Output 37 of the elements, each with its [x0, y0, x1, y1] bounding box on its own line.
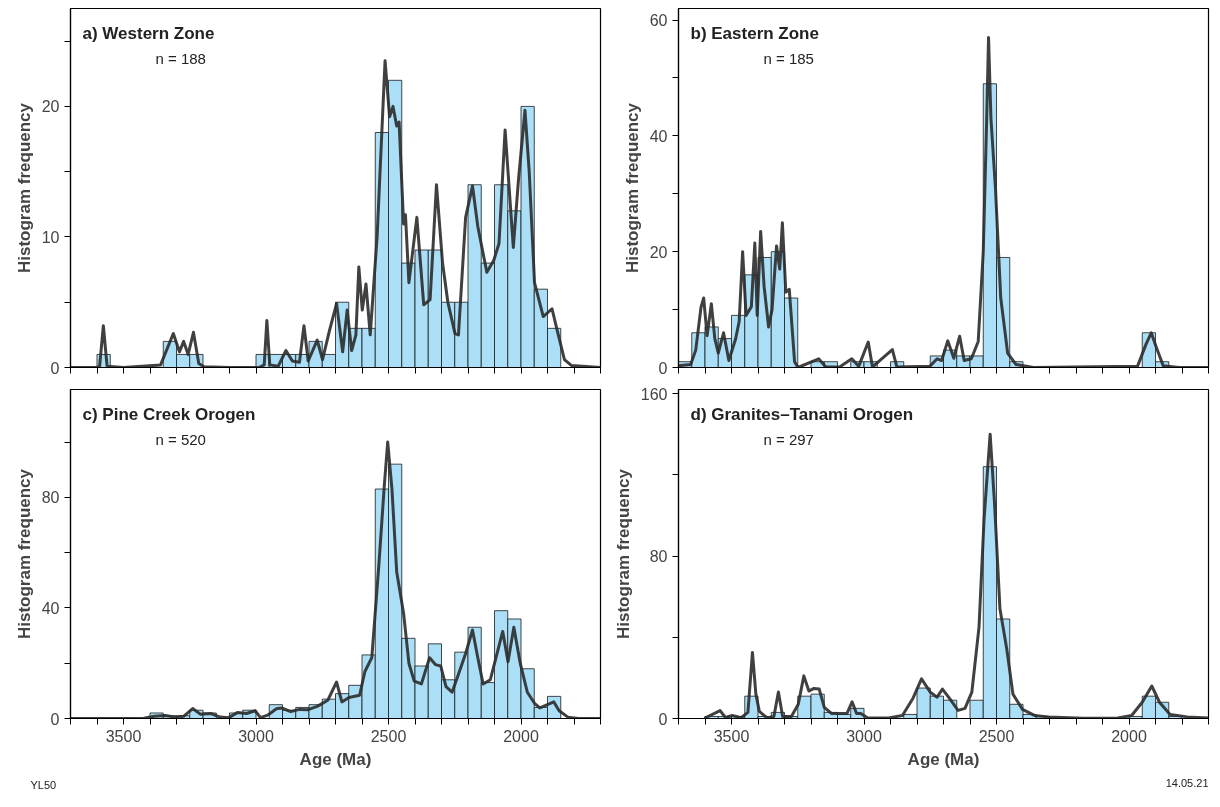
text: n = 520 [155, 430, 206, 448]
y-tick-label: 0 [50, 359, 60, 377]
y-tick-label: 0 [658, 359, 668, 377]
x-tick-label: 2500 [370, 727, 407, 745]
y-tick-label: 20 [41, 98, 60, 116]
text: YL50 [30, 778, 57, 791]
x-tick-label: 3000 [846, 727, 882, 745]
text: n = 188 [155, 49, 206, 67]
y-tick-label: 160 [640, 385, 668, 403]
x-tick-label: 3000 [238, 727, 274, 745]
x-tick-label: 3500 [105, 727, 142, 745]
y-tick-label: 0 [658, 710, 668, 728]
text: b) Eastern Zone [690, 23, 819, 43]
text: n = 185 [763, 49, 814, 67]
x-axis-title: Age (Ma) [907, 749, 980, 769]
x-tick-label: 3500 [713, 727, 750, 745]
y-tick-label: 10 [41, 228, 60, 246]
y-tick-label: 40 [649, 127, 668, 145]
y-tick-label: 60 [649, 12, 668, 30]
text: n = 297 [763, 430, 814, 448]
y-tick-label: 80 [649, 548, 668, 566]
text: d) Granites–Tanami Orogen [690, 404, 914, 424]
y-axis-title: Histogram frequency [14, 468, 34, 640]
text: c) Pine Creek Orogen [82, 404, 256, 424]
y-tick-label: 40 [41, 599, 60, 617]
y-tick-label: 20 [649, 243, 668, 261]
text: a) Western Zone [82, 23, 215, 43]
x-tick-label: 2000 [503, 727, 539, 745]
text: 14.05.21 [1165, 776, 1209, 789]
y-tick-label: 0 [50, 710, 60, 728]
x-tick-label: 2500 [978, 727, 1015, 745]
y-axis-title: Histogram frequency [613, 468, 633, 640]
x-tick-label: 2000 [1111, 727, 1147, 745]
y-axis-title: Histogram frequency [14, 102, 34, 274]
y-axis-title: Histogram frequency [622, 102, 642, 274]
y-tick-label: 80 [41, 489, 60, 507]
x-axis-title: Age (Ma) [299, 749, 372, 769]
